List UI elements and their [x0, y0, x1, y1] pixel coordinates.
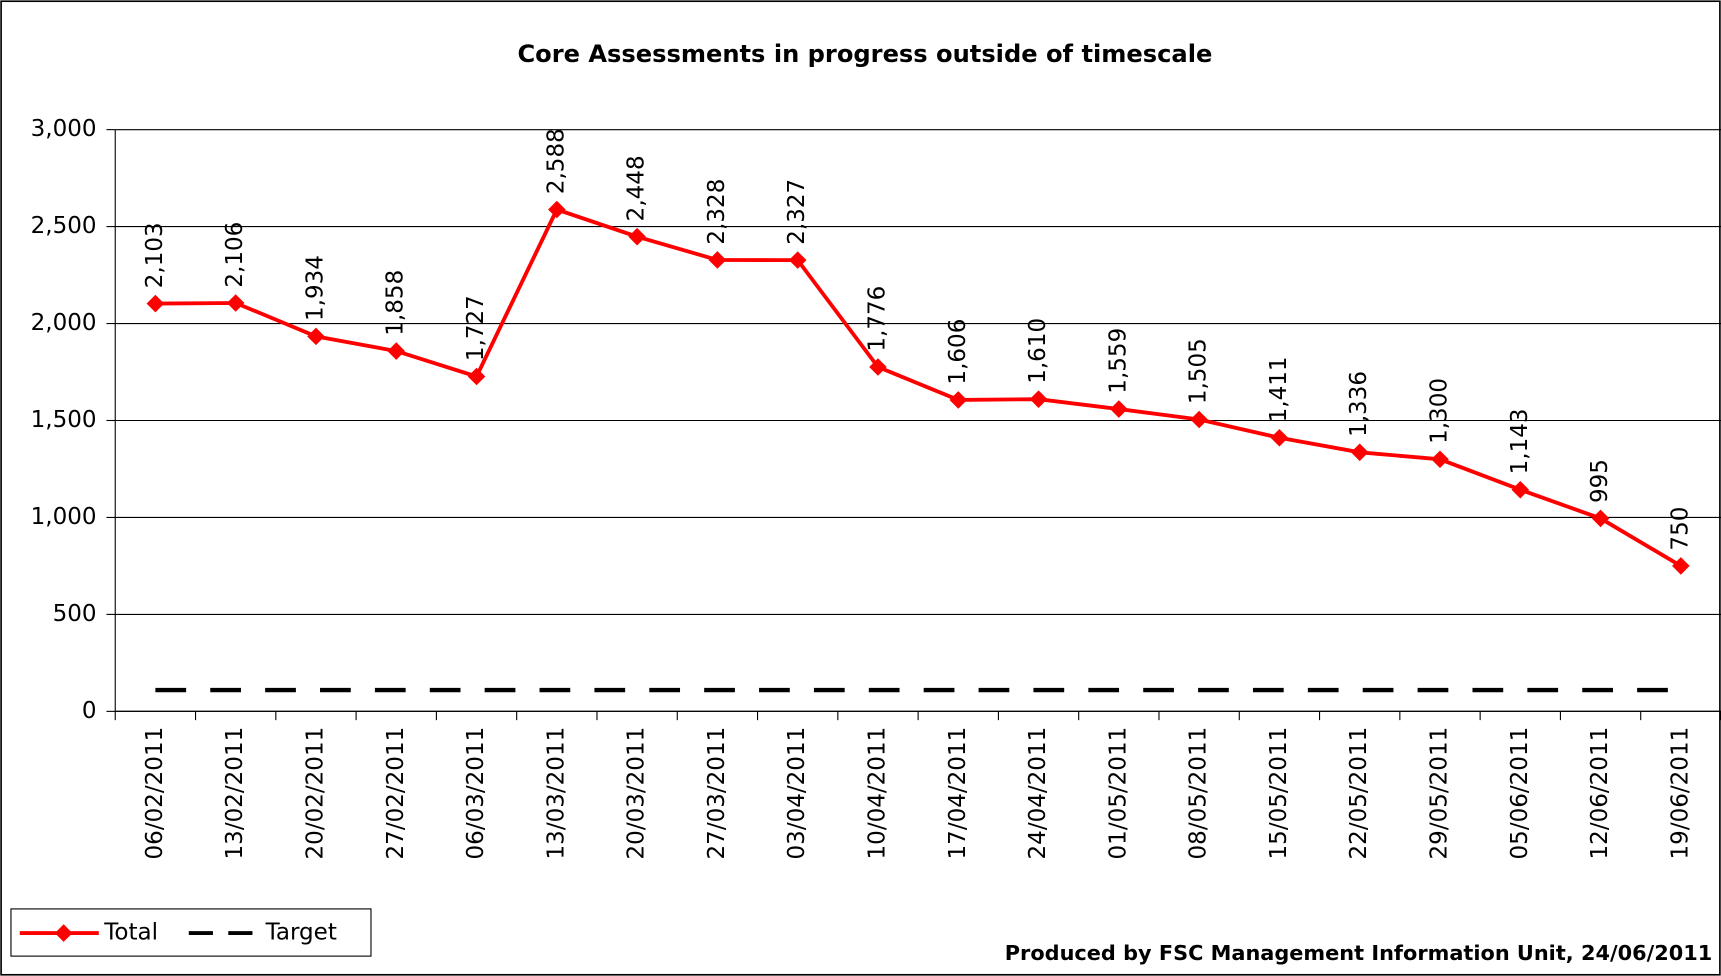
- data-label: 1,559: [1105, 328, 1131, 394]
- point: [1190, 410, 1208, 429]
- x-tick-label: 20/02/2011: [302, 727, 328, 860]
- data-label: 2,328: [704, 179, 730, 245]
- point: [1029, 390, 1048, 408]
- data-label: 1,411: [1266, 356, 1292, 422]
- data-label: 995: [1587, 459, 1613, 503]
- x-tick-label: 27/03/2011: [704, 727, 730, 860]
- data-label: 2,106: [222, 222, 248, 288]
- data-label: 1,300: [1426, 378, 1452, 444]
- data-label: 750: [1667, 507, 1693, 551]
- point: [869, 358, 887, 376]
- point: [548, 200, 566, 219]
- data-label: 1,606: [945, 319, 971, 385]
- legend-marker: [54, 924, 73, 942]
- point: [1511, 480, 1530, 499]
- x-tick-label: 05/06/2011: [1507, 727, 1533, 860]
- legend-label: Total: [103, 920, 158, 946]
- data-label: 1,505: [1186, 338, 1212, 404]
- x-tick-label: 17/04/2011: [945, 727, 971, 860]
- series-line: [155, 207, 1682, 568]
- data-label: 1,610: [1025, 318, 1051, 384]
- x-tick-label: 29/05/2011: [1426, 727, 1452, 860]
- point: [788, 251, 807, 269]
- y-tick-label: 1,500: [31, 407, 97, 433]
- data-label: 1,143: [1507, 408, 1533, 474]
- x-tick-label: 15/05/2011: [1266, 727, 1292, 860]
- x-tick-label: 08/05/2011: [1186, 727, 1212, 860]
- x-tick-label: 19/06/2011: [1667, 727, 1693, 860]
- data-label: 1,336: [1346, 371, 1372, 437]
- x-tick-label: 01/05/2011: [1105, 727, 1131, 860]
- y-tick-label: 2,500: [31, 213, 97, 239]
- x-tick-label: 06/03/2011: [463, 727, 489, 860]
- x-tick-label: 20/03/2011: [624, 727, 650, 860]
- data-label: 2,103: [142, 222, 168, 288]
- y-tick-label: 500: [53, 601, 97, 627]
- x-tick-label: 06/02/2011: [142, 727, 168, 860]
- data-label: 2,448: [624, 155, 650, 221]
- point: [949, 391, 968, 409]
- chart-title: Core Assessments in progress outside of …: [517, 40, 1212, 68]
- x-tick-label: 03/04/2011: [784, 727, 810, 860]
- data-label: 2,588: [543, 128, 569, 194]
- y-tick-label: 2,000: [31, 310, 97, 336]
- x-tick-label: 12/06/2011: [1587, 727, 1613, 860]
- y-tick-label: 1,000: [31, 504, 97, 530]
- data-label: 1,776: [864, 286, 890, 352]
- x-tick-label: 24/04/2011: [1025, 727, 1051, 860]
- x-tick-label: 10/04/2011: [864, 727, 890, 860]
- x-tick-label: 13/03/2011: [543, 727, 569, 860]
- point: [708, 251, 727, 269]
- x-tick-label: 27/02/2011: [383, 727, 409, 860]
- point: [1591, 509, 1610, 528]
- data-label: 2,327: [784, 179, 810, 245]
- footnote: Produced by FSC Management Information U…: [1005, 941, 1712, 965]
- data-label: 1,858: [383, 270, 409, 336]
- data-label: 1,727: [463, 295, 489, 361]
- data-label: 1,934: [302, 255, 328, 321]
- legend-label: Target: [265, 920, 337, 946]
- y-tick-label: 0: [82, 698, 97, 724]
- x-tick-label: 13/02/2011: [222, 727, 248, 860]
- y-tick-label: 3,000: [31, 116, 97, 142]
- x-tick-label: 22/05/2011: [1346, 727, 1372, 860]
